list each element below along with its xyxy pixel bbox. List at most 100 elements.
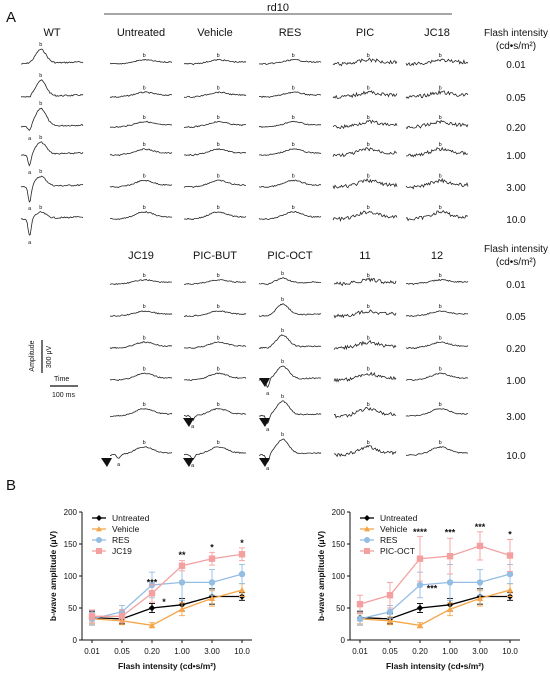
- arrowhead-marker: [259, 458, 270, 467]
- erg-trace: [259, 120, 322, 128]
- data-point: [476, 595, 484, 601]
- b-wave-label: b: [439, 85, 442, 91]
- y-tick-label: 150: [64, 540, 78, 549]
- intensity-label: 0.01: [506, 280, 526, 291]
- erg-trace: [21, 48, 84, 65]
- x-tick-label: 0.01: [84, 647, 100, 656]
- data-point: [88, 613, 96, 620]
- erg-trace: [183, 91, 247, 99]
- erg-trace: [183, 211, 247, 220]
- erg-trace: [258, 91, 322, 98]
- b-wave-label: b: [143, 402, 146, 408]
- erg-trace: [20, 107, 84, 132]
- significance-mark: **: [178, 550, 186, 560]
- intensity-label: 0.05: [506, 312, 526, 323]
- b-wave-label: b: [439, 142, 442, 148]
- y-tick-label: 200: [64, 508, 78, 517]
- erg-trace: [20, 175, 84, 203]
- b-wave-label: b: [143, 335, 146, 341]
- b-wave-label: b: [367, 85, 370, 91]
- flash-intensity-header-bottom: Flash intensity (cd•s/m²): [484, 244, 548, 268]
- b-wave-label: b: [367, 335, 370, 341]
- significance-mark: ***: [427, 583, 438, 593]
- column-header: 12: [431, 250, 443, 262]
- data-point: [118, 613, 126, 620]
- time-value: 100 ms: [52, 392, 75, 399]
- legend-marker: [96, 526, 102, 532]
- b-wave-label: b: [217, 273, 220, 279]
- series-line: [359, 589, 511, 626]
- significance-mark: *: [508, 530, 512, 540]
- b-wave-label: b: [367, 367, 370, 373]
- b-wave-label: b: [367, 115, 370, 121]
- legend-label: Untreated: [380, 513, 418, 523]
- b-wave-label: b: [281, 271, 284, 277]
- data-point: [416, 622, 424, 628]
- column-header: RES: [279, 27, 302, 39]
- legend-label: JC19: [112, 546, 132, 556]
- panel-b-label: B: [6, 477, 16, 494]
- b-wave-label: b: [439, 440, 442, 446]
- data-point: [238, 551, 246, 558]
- erg-trace: [109, 210, 173, 220]
- b-wave-label: b: [292, 115, 295, 121]
- b-wave-label: b: [143, 53, 146, 59]
- erg-trace: [258, 277, 322, 286]
- erg-trace: [405, 372, 469, 382]
- intensity-label: 0.20: [506, 344, 526, 355]
- series-line: [91, 595, 242, 620]
- series-line: [91, 589, 243, 626]
- legend-label: Untreated: [112, 513, 150, 523]
- erg-trace: [183, 148, 247, 157]
- legend-marker: [96, 515, 102, 521]
- data-point: [208, 595, 216, 601]
- b-wave-label: b: [439, 402, 442, 408]
- rd10-group-label: rd10: [267, 2, 289, 14]
- arrowhead-marker: [183, 418, 194, 427]
- series-untreated: [356, 588, 514, 625]
- column-header: Untreated: [117, 27, 165, 39]
- intensity-label: 0.01: [506, 60, 526, 71]
- amplitude-value: 300 μV: [46, 346, 53, 369]
- erg-trace: [258, 58, 322, 65]
- intensity-labels-top: 0.01 0.05 0.20 1.00 3.00 10.0: [506, 60, 526, 226]
- y-tick-label: 150: [332, 540, 346, 549]
- column-header: PIC: [356, 27, 374, 39]
- erg-trace: [333, 309, 397, 319]
- erg-trace: [333, 277, 397, 287]
- arrowhead-marker: [183, 458, 194, 467]
- intensity-label: 1.00: [506, 151, 526, 162]
- panel-a-label: A: [6, 9, 16, 26]
- column-header: WT: [43, 27, 60, 39]
- b-wave-label: b: [367, 304, 370, 310]
- data-point: [356, 600, 364, 608]
- data-point: [416, 581, 424, 589]
- data-point: [178, 606, 186, 612]
- data-point: [148, 590, 156, 597]
- b-wave-label: b: [39, 101, 42, 107]
- flash-header-line2: (cd•s/m²): [496, 41, 536, 52]
- data-point: [178, 562, 186, 569]
- data-point: [386, 592, 394, 599]
- significance-mark: ***: [147, 578, 158, 588]
- erg-trace: [183, 179, 247, 188]
- significance-mark: *: [240, 538, 244, 548]
- b-wave-label: b: [143, 115, 146, 121]
- erg-trace: [258, 210, 322, 220]
- significance-mark: ***: [475, 522, 486, 532]
- erg-trace: [332, 147, 398, 157]
- b-wave-label: b: [217, 85, 220, 91]
- x-tick-label: 10.0: [502, 647, 518, 656]
- b-wave-label: b: [281, 394, 284, 400]
- legend-label: Vehicle: [112, 524, 140, 534]
- erg-trace: [333, 445, 397, 458]
- a-wave-label: a: [28, 206, 32, 212]
- erg-trace: [405, 341, 469, 350]
- erg-trace: [184, 59, 247, 66]
- y-tick-label: 50: [336, 604, 345, 613]
- legend-label: Vehicle: [380, 524, 408, 534]
- b-wave-label: b: [439, 304, 442, 310]
- b-wave-chart-pic-oct: 0 50 100 150 200 0.01 0.05 0.20 1.00 3.00 10.0 Flas…: [316, 508, 520, 671]
- legend-marker: [96, 548, 102, 554]
